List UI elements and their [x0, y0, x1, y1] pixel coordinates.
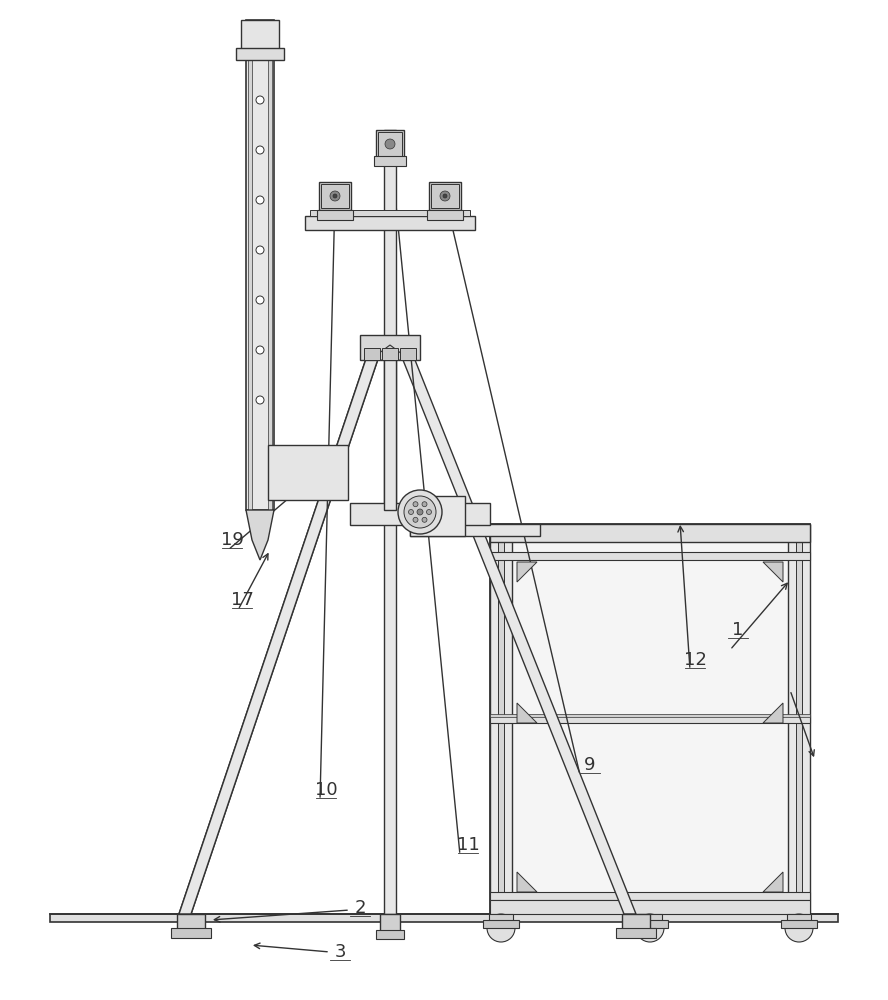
Polygon shape: [246, 510, 274, 560]
Circle shape: [417, 509, 423, 515]
Polygon shape: [517, 872, 537, 892]
Polygon shape: [399, 350, 636, 914]
Circle shape: [443, 194, 447, 198]
Bar: [483, 920, 519, 928]
Bar: [431, 184, 459, 208]
Bar: [364, 348, 380, 360]
Bar: [319, 182, 351, 210]
Bar: [248, 20, 252, 510]
Polygon shape: [179, 350, 381, 914]
Bar: [171, 928, 211, 938]
Circle shape: [422, 502, 427, 507]
Bar: [410, 524, 540, 536]
Circle shape: [256, 146, 264, 154]
Circle shape: [398, 490, 442, 534]
Bar: [781, 920, 817, 928]
Circle shape: [413, 517, 418, 522]
Bar: [490, 552, 810, 560]
Bar: [427, 210, 463, 220]
Polygon shape: [370, 345, 410, 360]
Bar: [380, 914, 400, 932]
Bar: [376, 130, 404, 158]
Bar: [410, 496, 465, 536]
Bar: [400, 348, 416, 360]
Bar: [246, 20, 274, 510]
Text: 2: 2: [354, 899, 366, 917]
Circle shape: [385, 139, 395, 149]
Circle shape: [256, 296, 264, 304]
Circle shape: [426, 510, 432, 514]
Bar: [177, 914, 205, 930]
Polygon shape: [384, 360, 396, 914]
Polygon shape: [517, 703, 537, 723]
Bar: [321, 184, 349, 208]
Bar: [498, 524, 504, 914]
Polygon shape: [763, 872, 783, 892]
Bar: [787, 914, 811, 922]
Bar: [490, 715, 810, 723]
Bar: [616, 928, 656, 938]
Circle shape: [408, 510, 414, 514]
Bar: [241, 20, 279, 50]
Bar: [384, 130, 396, 510]
Circle shape: [785, 914, 813, 942]
Bar: [268, 20, 272, 510]
Bar: [310, 210, 470, 216]
Bar: [788, 524, 810, 914]
Polygon shape: [517, 562, 537, 582]
Bar: [490, 524, 810, 914]
Polygon shape: [763, 703, 783, 723]
Bar: [50, 914, 838, 922]
Circle shape: [413, 502, 418, 507]
Circle shape: [333, 194, 337, 198]
Text: 17: 17: [231, 591, 253, 609]
Bar: [268, 445, 348, 500]
Bar: [236, 48, 284, 60]
Bar: [305, 216, 475, 230]
Circle shape: [256, 346, 264, 354]
Bar: [360, 335, 420, 360]
Bar: [317, 210, 353, 220]
Text: 1: 1: [733, 621, 743, 639]
Bar: [382, 348, 398, 360]
Circle shape: [256, 196, 264, 204]
Bar: [350, 503, 490, 525]
Bar: [622, 914, 650, 930]
Text: 11: 11: [456, 836, 480, 854]
Bar: [490, 892, 810, 900]
Circle shape: [404, 496, 436, 528]
Circle shape: [256, 396, 264, 404]
Circle shape: [256, 246, 264, 254]
Bar: [638, 914, 662, 922]
Bar: [489, 914, 513, 922]
Bar: [378, 132, 402, 156]
Circle shape: [422, 517, 427, 522]
Text: 9: 9: [584, 756, 596, 774]
Circle shape: [330, 191, 340, 201]
Circle shape: [636, 914, 664, 942]
Text: 12: 12: [684, 651, 707, 669]
Polygon shape: [763, 562, 783, 582]
Circle shape: [256, 96, 264, 104]
Circle shape: [440, 191, 450, 201]
Bar: [376, 930, 404, 939]
Bar: [490, 524, 810, 542]
Text: 3: 3: [334, 943, 345, 961]
Bar: [796, 524, 802, 914]
Circle shape: [256, 46, 264, 54]
Text: 19: 19: [220, 531, 243, 549]
Text: 10: 10: [314, 781, 337, 799]
Bar: [490, 900, 810, 914]
Bar: [490, 714, 810, 717]
Bar: [429, 182, 461, 210]
Circle shape: [487, 914, 515, 942]
Bar: [374, 156, 406, 166]
Bar: [490, 524, 512, 914]
Bar: [632, 920, 668, 928]
